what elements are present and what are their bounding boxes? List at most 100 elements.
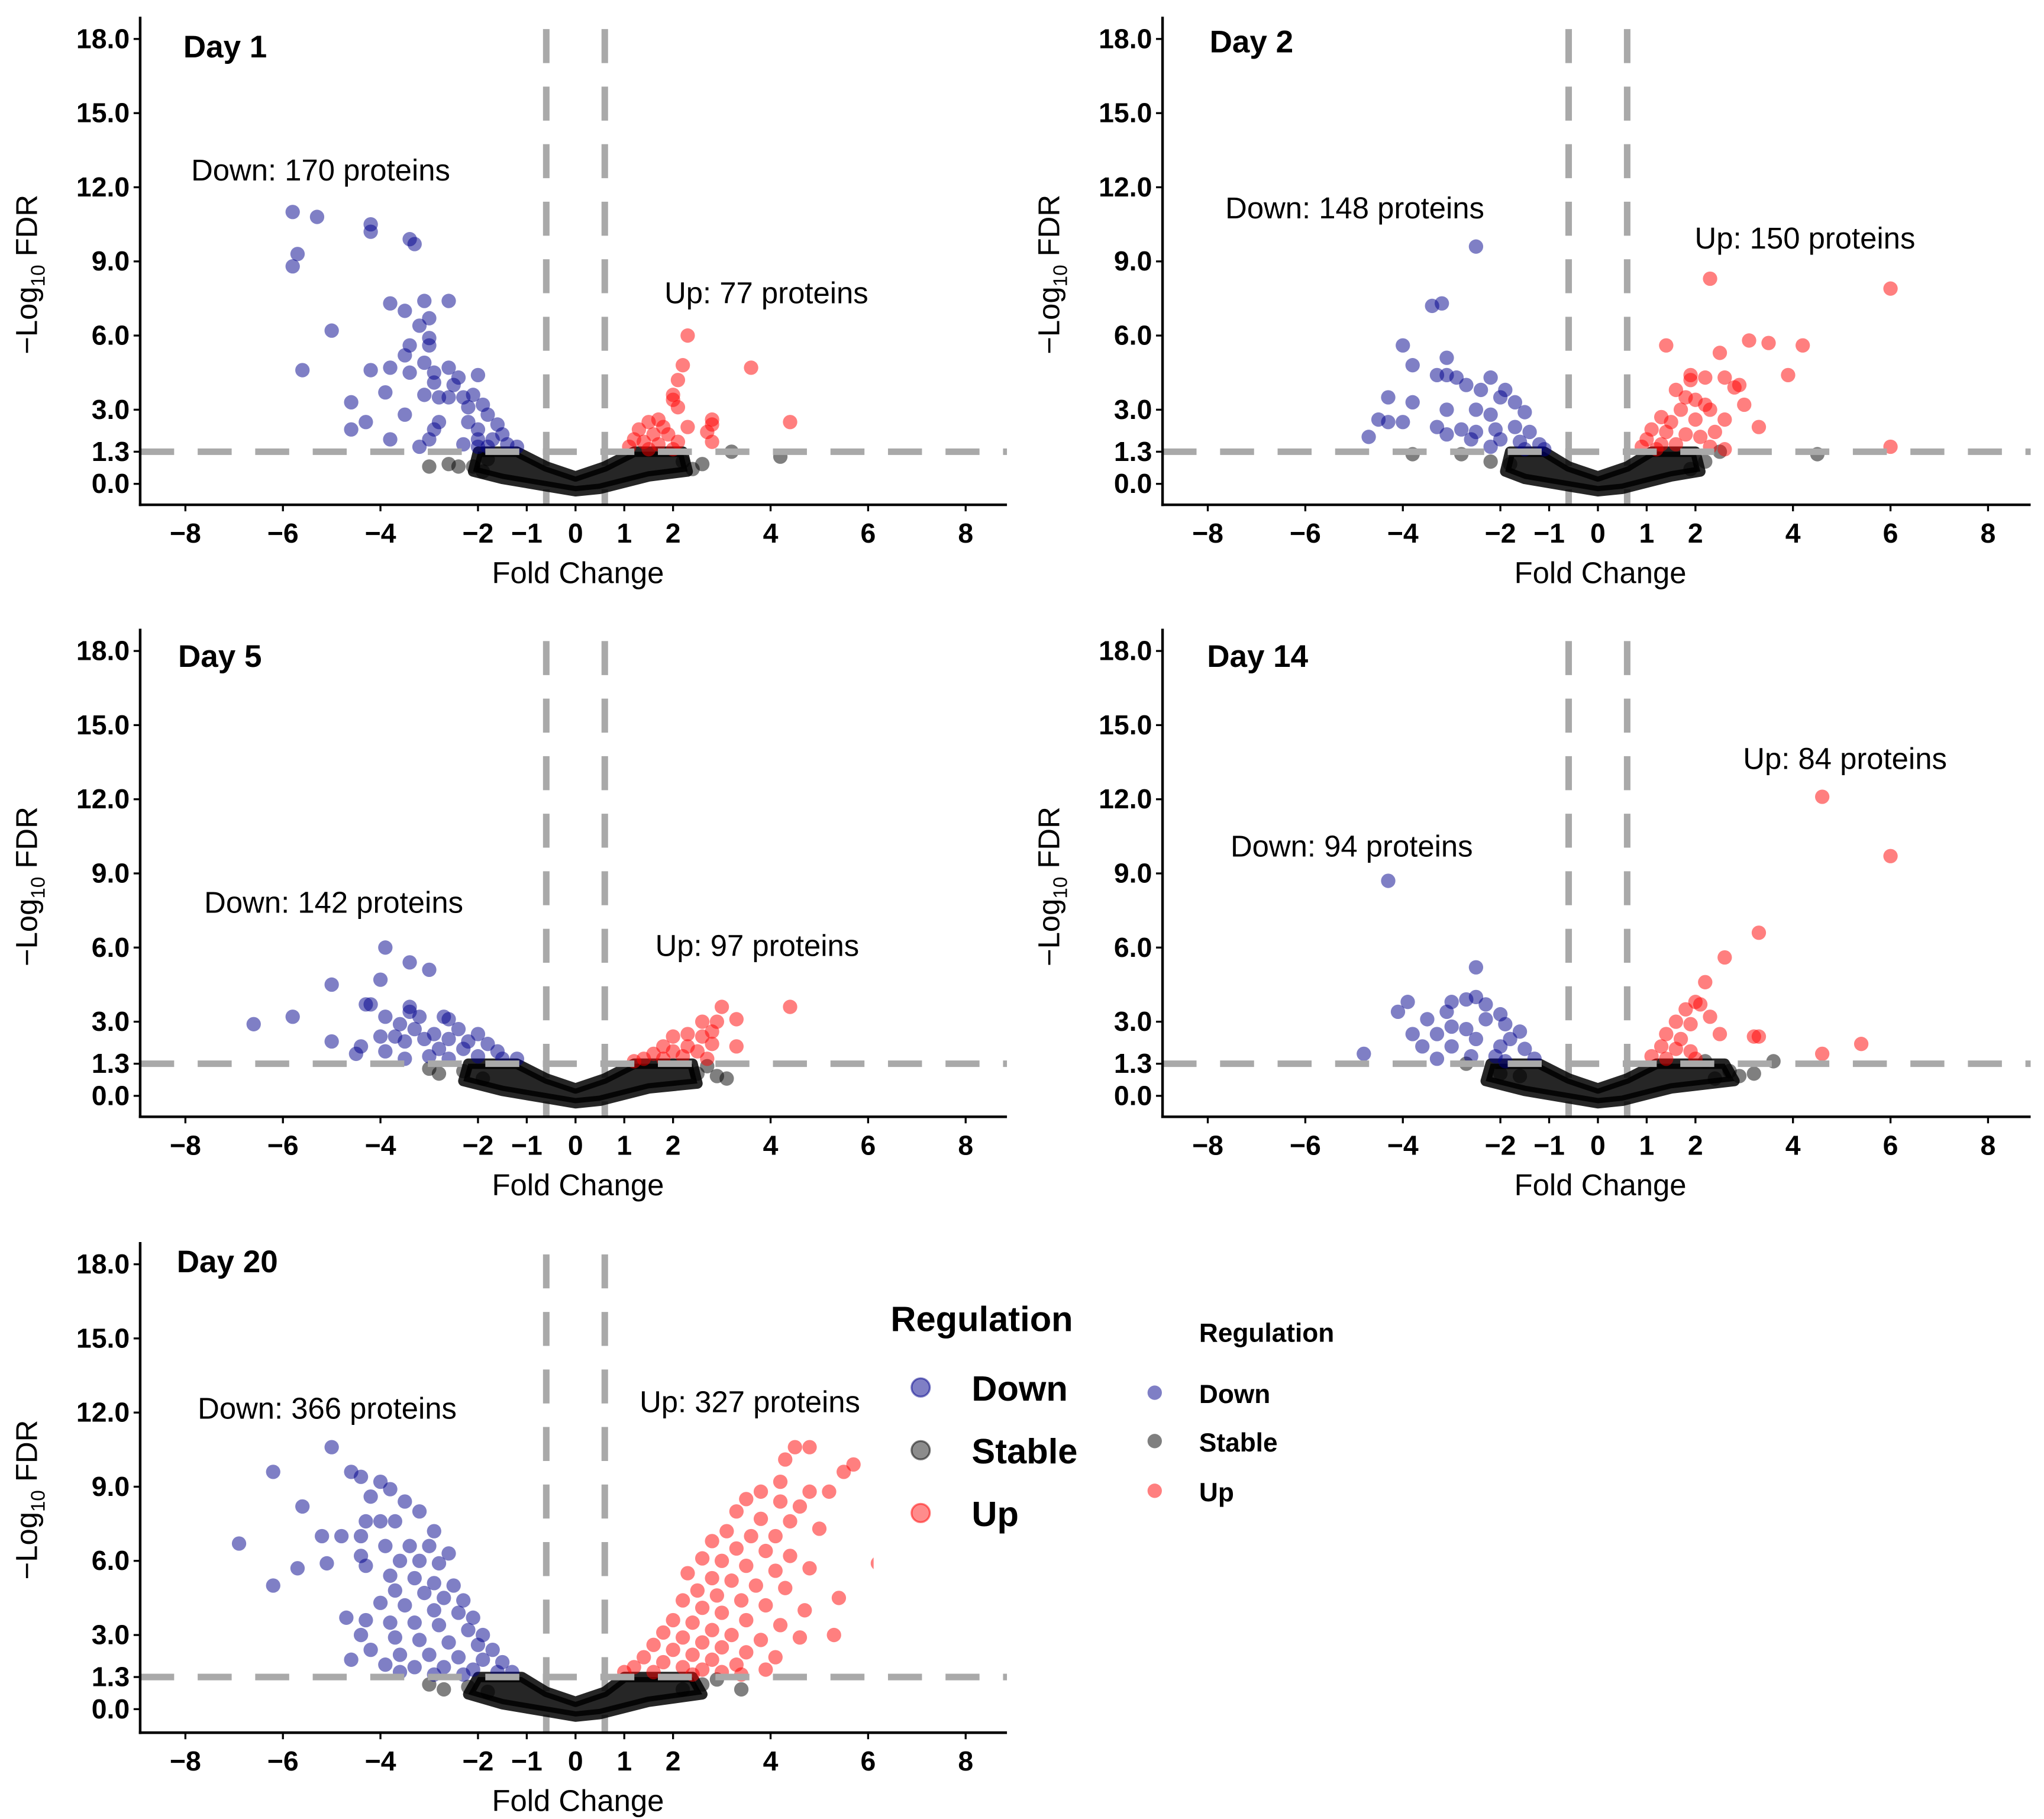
down-point bbox=[392, 1647, 408, 1662]
up-point bbox=[729, 1504, 744, 1519]
up-point bbox=[758, 1598, 773, 1613]
panel-title: Day 1 bbox=[183, 30, 267, 64]
down-point bbox=[353, 1627, 369, 1643]
down-point bbox=[461, 415, 476, 430]
x-tick-label: 1 bbox=[616, 1746, 632, 1776]
down-point bbox=[422, 311, 437, 325]
up-point bbox=[1703, 402, 1717, 417]
up-point bbox=[1668, 382, 1684, 398]
up-count-annotation: Up: 150 proteins bbox=[1695, 221, 1916, 255]
down-point bbox=[470, 367, 486, 383]
down-point bbox=[378, 940, 393, 955]
down-point bbox=[1493, 432, 1508, 447]
down-point bbox=[398, 407, 412, 422]
up-point bbox=[1673, 402, 1688, 417]
data-points bbox=[1361, 239, 1898, 497]
up-annotation-group: Up: 150 proteins bbox=[1695, 221, 1916, 255]
x-tick-label: 0 bbox=[1590, 1130, 1606, 1160]
up-point bbox=[1712, 1027, 1727, 1041]
stable-point bbox=[1483, 454, 1498, 469]
down-point bbox=[456, 1593, 471, 1608]
y-axis-title: −Log10 FDR bbox=[1032, 807, 1071, 966]
stable-point bbox=[456, 1063, 471, 1079]
stable-point bbox=[437, 1682, 451, 1697]
up-count-annotation: Up: 327 proteins bbox=[640, 1385, 860, 1419]
up-point bbox=[1703, 1010, 1717, 1024]
y-axis-title-main: −Log bbox=[9, 286, 43, 354]
down-point bbox=[441, 294, 456, 308]
stable-point bbox=[476, 1071, 490, 1086]
x-tick-label: 8 bbox=[958, 518, 973, 549]
x-tick-label: −2 bbox=[462, 1746, 493, 1776]
up-point bbox=[1717, 370, 1732, 385]
x-tick-label: −4 bbox=[365, 1130, 396, 1160]
down-point bbox=[1439, 402, 1454, 417]
down-point bbox=[485, 1642, 500, 1657]
down-point bbox=[363, 224, 378, 239]
down-point bbox=[402, 365, 417, 380]
y-axis-title-suffix: FDR bbox=[9, 807, 43, 877]
down-point bbox=[470, 1049, 486, 1064]
up-point bbox=[1883, 849, 1898, 863]
up-annotation-group: Up: 77 proteins bbox=[664, 276, 868, 310]
up-point bbox=[768, 1563, 783, 1578]
down-point bbox=[427, 375, 441, 390]
down-point bbox=[480, 407, 495, 422]
y-tick-label: 6.0 bbox=[92, 1545, 130, 1576]
down-point bbox=[407, 1570, 422, 1586]
up-point bbox=[1678, 427, 1693, 442]
x-tick-label: 1 bbox=[616, 518, 632, 549]
up-point bbox=[1668, 1014, 1684, 1029]
down-point bbox=[344, 422, 359, 437]
up-point bbox=[637, 1650, 651, 1665]
up-point bbox=[1737, 397, 1752, 412]
down-point bbox=[431, 1556, 447, 1571]
stable-point bbox=[676, 454, 690, 469]
up-point bbox=[666, 1029, 680, 1044]
down-point bbox=[466, 1610, 480, 1625]
x-tick-label: 2 bbox=[666, 1746, 681, 1776]
down-point bbox=[1429, 1027, 1445, 1041]
y-tick-label: 12.0 bbox=[76, 1397, 130, 1428]
x-tick-label: 0 bbox=[1590, 518, 1606, 549]
up-point bbox=[802, 1484, 817, 1499]
up-point bbox=[680, 1566, 695, 1581]
x-tick-label: −1 bbox=[511, 1130, 543, 1160]
legend-marker-down bbox=[1147, 1385, 1162, 1400]
up-point bbox=[758, 1543, 773, 1559]
up-point bbox=[656, 1654, 671, 1670]
up-point bbox=[646, 1637, 661, 1652]
up-point bbox=[773, 1618, 788, 1633]
up-point bbox=[802, 1561, 817, 1576]
stable-point bbox=[685, 462, 700, 476]
x-tick-label: 0 bbox=[568, 1746, 583, 1776]
down-point bbox=[324, 1440, 339, 1454]
up-point bbox=[1654, 1039, 1669, 1054]
up-point bbox=[714, 999, 729, 1014]
y-tick-label: 9.0 bbox=[92, 246, 130, 276]
down-point bbox=[422, 1539, 437, 1553]
y-axis-title-subscript: 10 bbox=[1050, 265, 1072, 286]
y-tick-label: 1.3 bbox=[1114, 436, 1152, 467]
up-point bbox=[680, 328, 695, 343]
y-axis-title: −Log10 FDR bbox=[1032, 195, 1071, 354]
up-point bbox=[768, 1650, 783, 1665]
down-point bbox=[441, 390, 456, 405]
x-tick-label: 4 bbox=[763, 518, 779, 549]
volcano-panel-day-20: 0.01.3 3.0 6.0 9.0 12.0 15.0 18.0 −8 −6 −4 −2 −1 0 1 2… bbox=[9, 1241, 1008, 1818]
up-point bbox=[1732, 378, 1747, 392]
down-point bbox=[392, 1017, 408, 1031]
up-point bbox=[724, 1627, 739, 1643]
x-tick-label: −4 bbox=[365, 1746, 396, 1776]
down-point bbox=[441, 360, 456, 375]
down-point bbox=[378, 1044, 393, 1059]
down-point bbox=[324, 1034, 339, 1049]
down-count-annotation: Down: 142 proteins bbox=[204, 886, 463, 920]
down-point bbox=[378, 1010, 393, 1024]
down-point bbox=[451, 1650, 466, 1665]
down-point bbox=[412, 1553, 427, 1568]
legend-title: Regulation bbox=[890, 1299, 1073, 1339]
up-point bbox=[705, 1570, 719, 1586]
y-tick-label: 15.0 bbox=[76, 98, 130, 128]
panel-title: Day 2 bbox=[1210, 24, 1293, 59]
